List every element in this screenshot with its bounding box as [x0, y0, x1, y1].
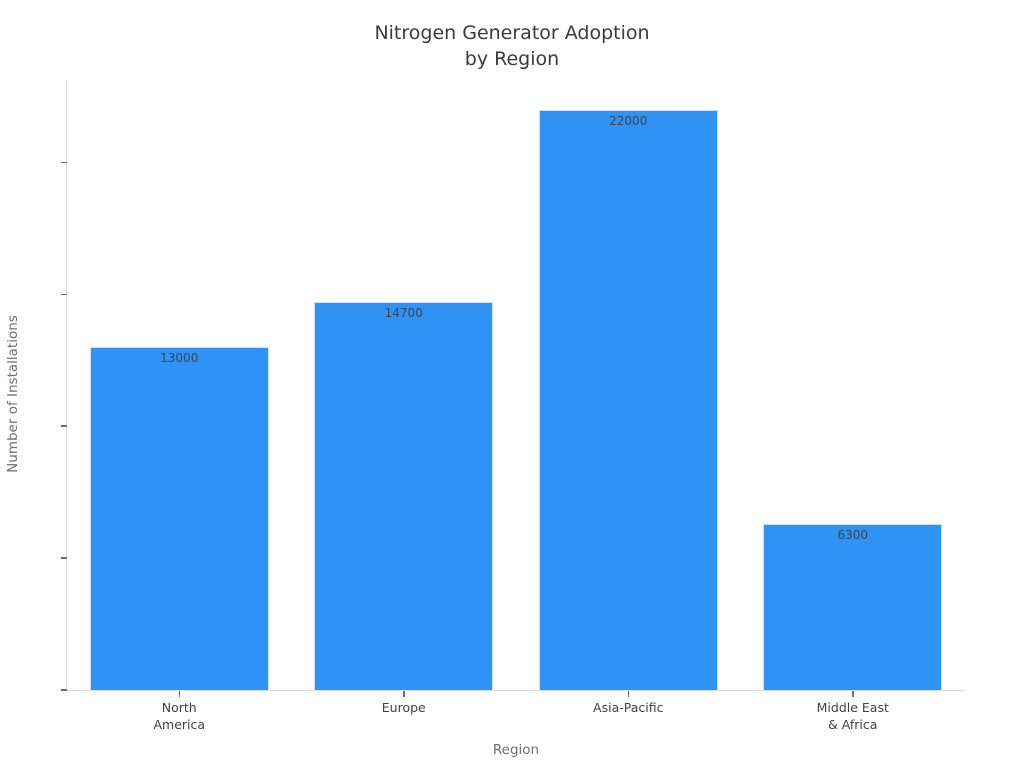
- bar-middle-east-africa: 6300: [763, 523, 943, 690]
- x-tick-label: North America: [153, 700, 206, 732]
- x-tick-mark: [852, 691, 854, 697]
- bar-value-label: 14700: [384, 306, 423, 321]
- y-tick-mark: [61, 557, 67, 559]
- y-tick-label: 15k: [0, 287, 58, 302]
- y-axis-title-text: Number of Installations: [5, 315, 21, 473]
- chart-title: Nitrogen Generator Adoption by Region: [374, 22, 650, 70]
- y-tick-label: 0: [0, 682, 58, 697]
- x-tick-label: Europe: [381, 700, 426, 715]
- x-tick-mark: [178, 691, 180, 697]
- bar-value-label: 6300: [837, 527, 869, 542]
- y-axis-line: [66, 80, 67, 691]
- y-tick-label: 10k: [0, 418, 58, 433]
- y-tick-mark: [61, 293, 67, 296]
- bar-north-america: 13000: [89, 347, 269, 690]
- bar-asia-pacific: 22000: [538, 110, 718, 690]
- bar-europe: 14700: [314, 302, 494, 690]
- y-tick-label: 5k: [0, 550, 58, 565]
- x-tick-label: Asia-Pacific: [593, 700, 664, 715]
- x-tick-mark: [403, 691, 405, 697]
- x-tick-mark: [627, 691, 629, 697]
- x-axis-title: Region: [492, 742, 540, 758]
- y-tick-mark: [61, 425, 67, 427]
- y-tick-label: 20k: [0, 155, 58, 170]
- x-axis-line: [67, 690, 965, 691]
- y-tick-mark: [61, 161, 67, 164]
- bar-value-label: 13000: [160, 351, 199, 366]
- bar-value-label: 22000: [609, 114, 648, 128]
- x-tick-label: Middle East & Africa: [816, 700, 889, 732]
- y-tick-mark: [61, 689, 67, 691]
